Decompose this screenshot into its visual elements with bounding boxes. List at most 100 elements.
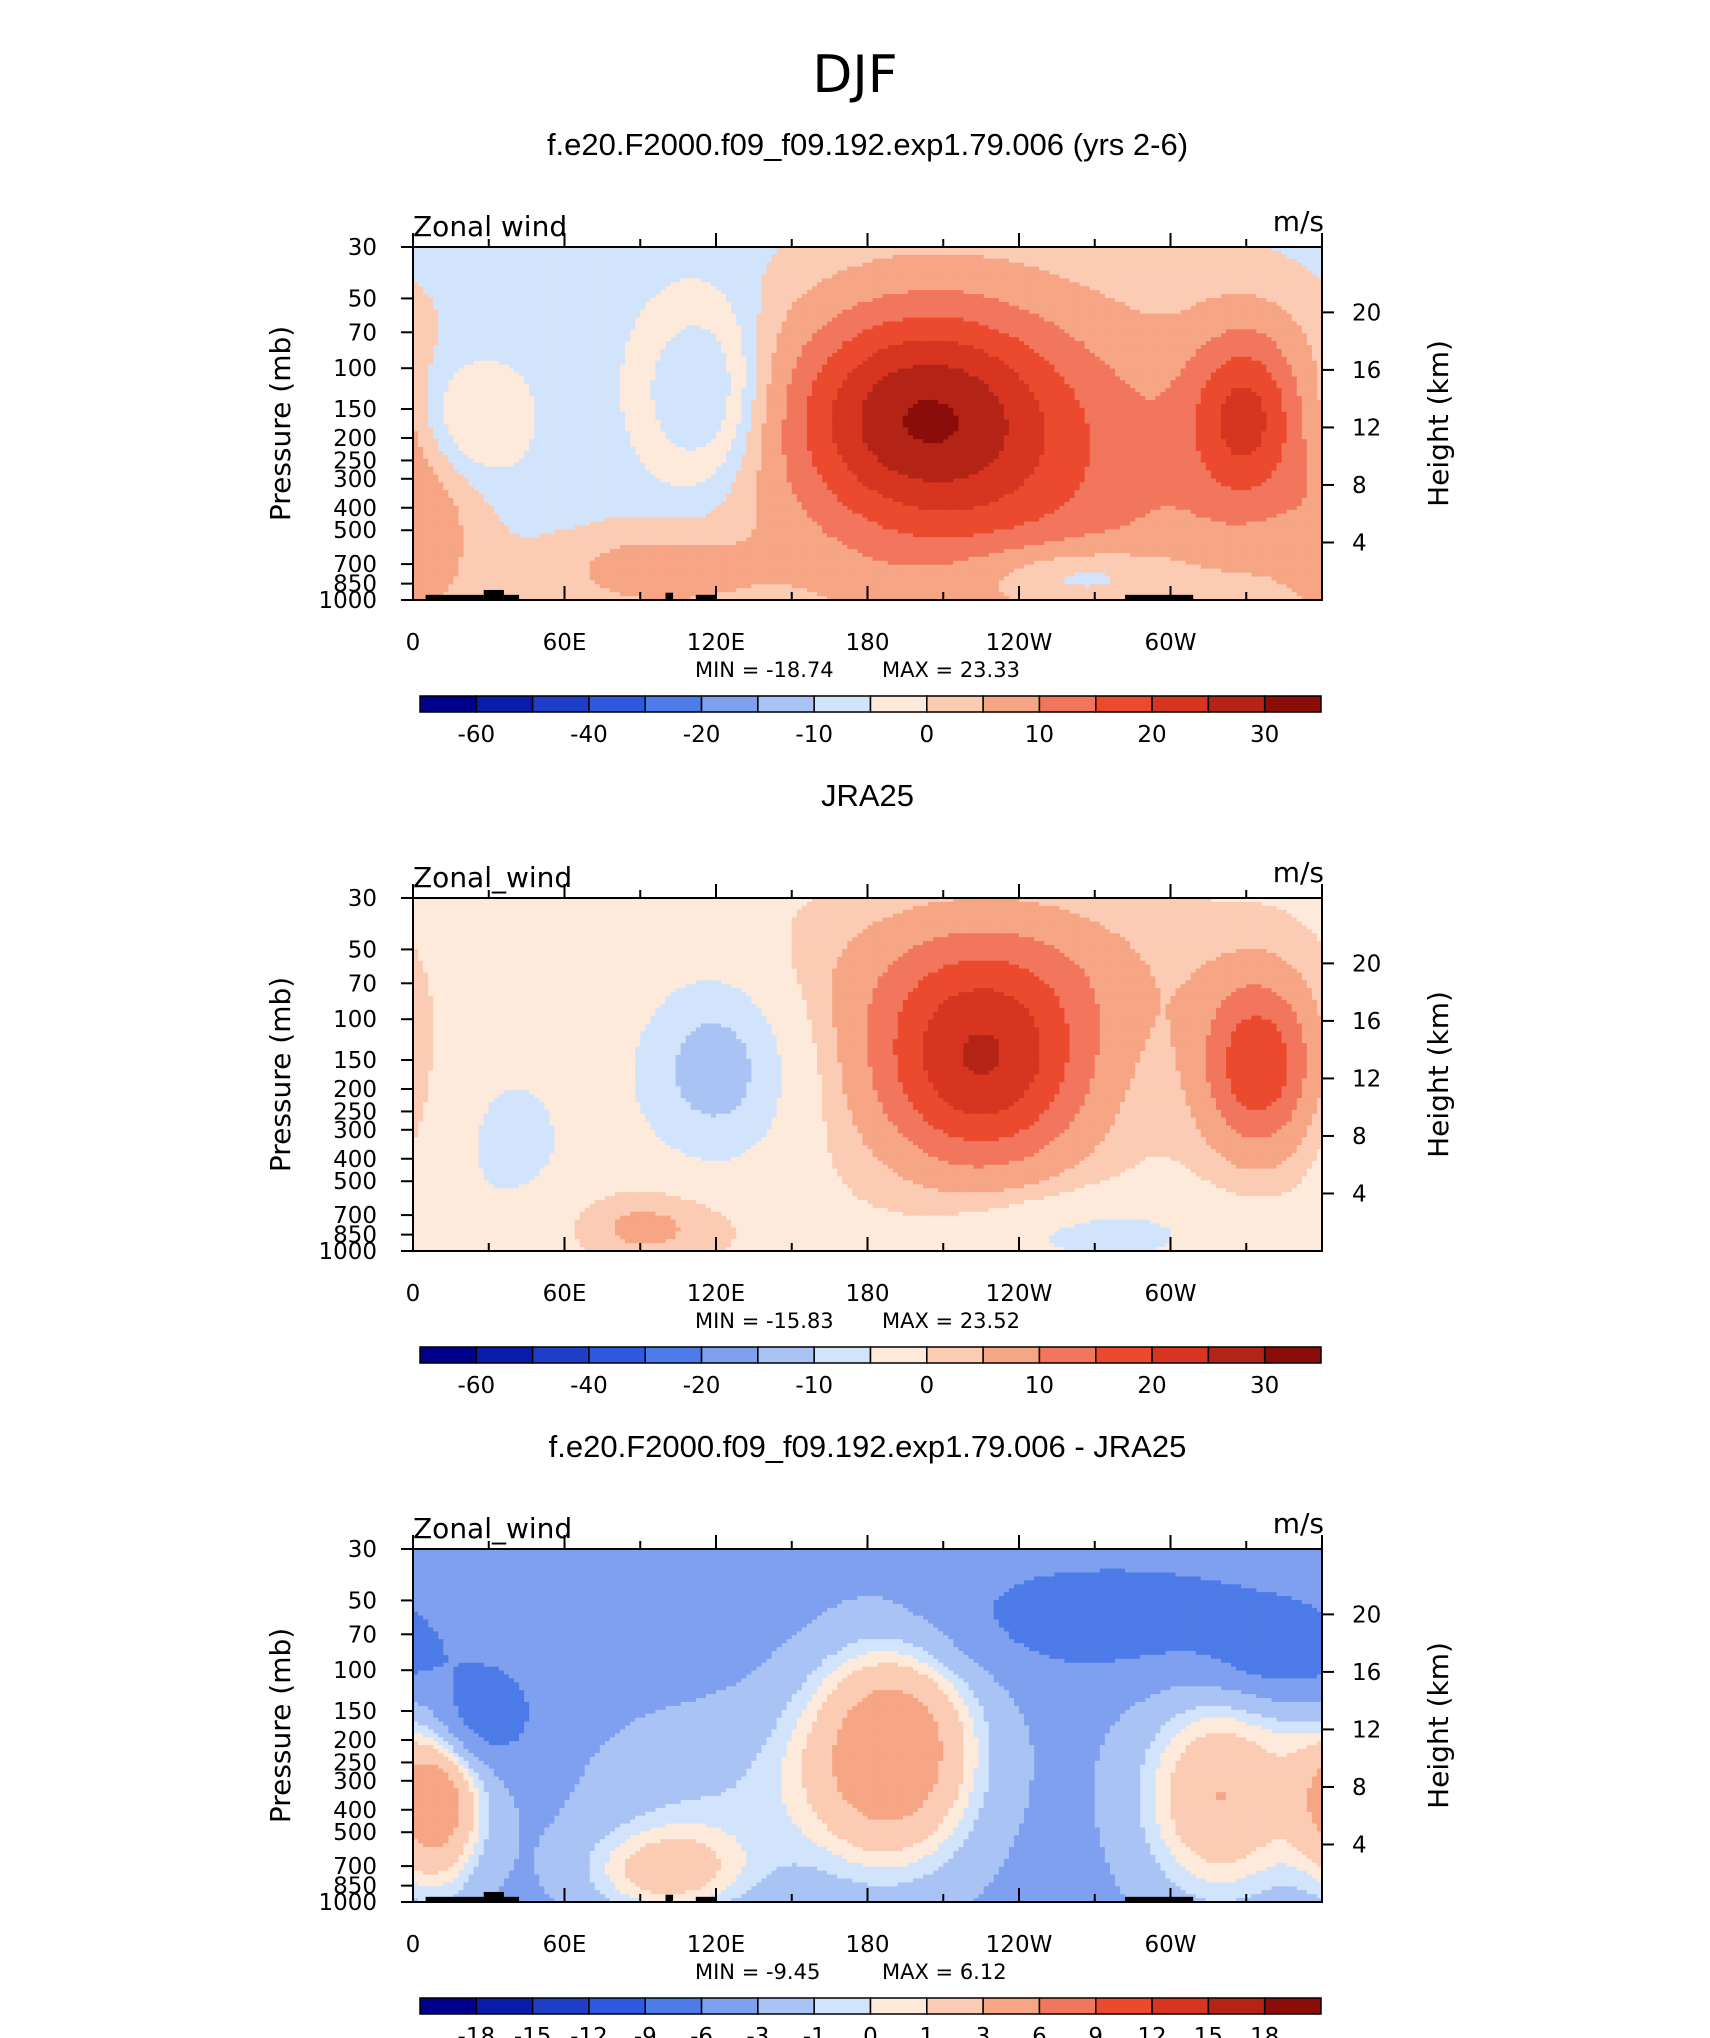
field-cell <box>1236 267 1242 272</box>
field-cell <box>514 286 520 291</box>
field-cell <box>630 251 636 256</box>
field-cell <box>630 267 636 272</box>
field-cell <box>1070 251 1076 256</box>
field-cell <box>676 263 682 268</box>
field-cell <box>1287 278 1293 283</box>
field-cell <box>852 255 858 260</box>
field-cell <box>1009 267 1015 272</box>
field-cell <box>1090 259 1096 264</box>
field-cell <box>888 267 894 272</box>
field-cell <box>736 278 742 283</box>
field-cell <box>580 267 586 272</box>
field-cell <box>1004 286 1010 291</box>
field-cell <box>1297 263 1303 268</box>
field-cell <box>772 259 778 264</box>
field-cell <box>1064 290 1070 295</box>
field-cell <box>1064 282 1070 287</box>
field-cell <box>1181 282 1187 287</box>
field-cell <box>630 271 636 276</box>
field-cell <box>873 274 879 279</box>
field-cell <box>509 278 515 283</box>
field-cell <box>701 282 707 287</box>
field-cell <box>711 255 717 260</box>
field-cell <box>1160 263 1166 268</box>
field-cell <box>772 255 778 260</box>
field-cell <box>428 267 434 272</box>
field-cell <box>1181 271 1187 276</box>
field-cell <box>524 267 530 272</box>
field-cell <box>681 290 687 295</box>
field-cell <box>423 267 429 272</box>
field-cell <box>1287 274 1293 279</box>
field-cell <box>893 259 899 264</box>
field-cell <box>1211 267 1217 272</box>
field-cell <box>938 290 944 295</box>
field-cell <box>524 278 530 283</box>
field-cell <box>519 263 525 268</box>
field-cell <box>761 274 767 279</box>
field-cell <box>438 259 444 264</box>
field-cell <box>1261 259 1267 264</box>
field-cell <box>933 286 939 291</box>
field-cell <box>620 286 626 291</box>
field-cell <box>948 278 954 283</box>
field-cell <box>544 274 550 279</box>
field-cell <box>817 290 823 295</box>
field-cell <box>888 263 894 268</box>
field-cell <box>1302 278 1308 283</box>
field-cell <box>903 282 909 287</box>
field-cell <box>539 286 545 291</box>
field-cell <box>630 274 636 279</box>
field-cell <box>514 271 520 276</box>
field-cell <box>1231 271 1237 276</box>
field-cell <box>1080 267 1086 272</box>
field-cell <box>1044 290 1050 295</box>
field-cell <box>943 282 949 287</box>
field-cell <box>509 274 515 279</box>
field-cell <box>438 282 444 287</box>
field-cell <box>777 271 783 276</box>
field-cell <box>605 286 611 291</box>
field-cell <box>549 294 555 299</box>
field-cell <box>549 267 555 272</box>
field-cell <box>903 259 909 264</box>
field-cell <box>918 263 924 268</box>
field-cell <box>969 259 975 264</box>
field-cell <box>681 274 687 279</box>
field-cell <box>1196 251 1202 256</box>
field-cell <box>746 286 752 291</box>
field-cell <box>696 251 702 256</box>
field-cell <box>1034 259 1040 264</box>
field-cell <box>751 259 757 264</box>
field-cell <box>827 251 833 256</box>
field-cell <box>1191 251 1197 256</box>
field-cell <box>479 271 485 276</box>
field-cell <box>1216 290 1222 295</box>
field-cell <box>767 267 773 272</box>
field-cell <box>862 286 868 291</box>
field-cell <box>590 267 596 272</box>
field-cell <box>524 251 530 256</box>
field-cell <box>640 267 646 272</box>
field-cell <box>716 267 722 272</box>
field-cell <box>686 263 692 268</box>
field-cell <box>1120 274 1126 279</box>
field-cell <box>1009 251 1015 256</box>
field-cell <box>640 282 646 287</box>
field-cell <box>453 278 459 283</box>
field-cell <box>701 259 707 264</box>
field-cell <box>509 259 515 264</box>
field-cell <box>878 251 884 256</box>
field-cell <box>650 251 656 256</box>
field-cell <box>893 263 899 268</box>
field-cell <box>953 263 959 268</box>
field-cell <box>837 278 843 283</box>
field-cell <box>1049 286 1055 291</box>
field-cell <box>1130 274 1136 279</box>
field-cell <box>1070 282 1076 287</box>
field-cell <box>1221 286 1227 291</box>
field-cell <box>534 286 540 291</box>
field-cell <box>1024 263 1030 268</box>
field-cell <box>782 271 788 276</box>
field-cell <box>1241 274 1247 279</box>
